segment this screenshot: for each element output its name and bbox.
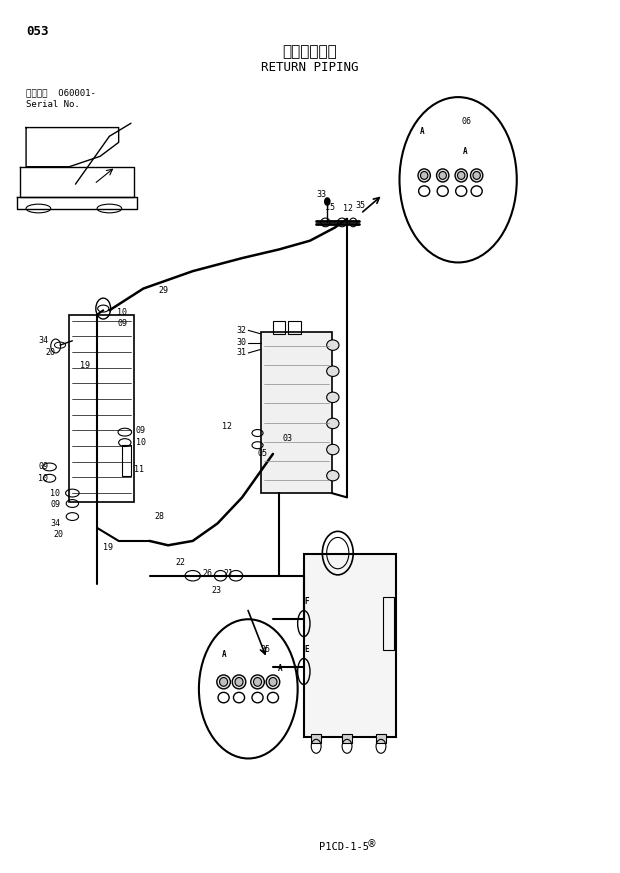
Text: 22: 22 [175, 558, 185, 567]
Text: 28: 28 [154, 512, 164, 521]
Text: リターン配管: リターン配管 [283, 45, 337, 59]
Ellipse shape [436, 168, 449, 182]
Bar [35, 135, 63, 160]
Ellipse shape [420, 171, 428, 179]
Text: Serial No.: Serial No. [26, 100, 80, 108]
Text: 10: 10 [136, 438, 146, 447]
Text: 03: 03 [282, 434, 292, 443]
Text: A: A [463, 148, 467, 156]
Text: 23: 23 [211, 586, 221, 595]
Circle shape [325, 198, 330, 205]
Ellipse shape [473, 171, 480, 179]
Text: 20: 20 [46, 347, 56, 356]
Bar [260, 332, 332, 493]
Bar [342, 734, 352, 743]
Ellipse shape [217, 675, 231, 689]
Text: F: F [304, 597, 309, 607]
Text: 33: 33 [316, 190, 326, 199]
Ellipse shape [455, 168, 467, 182]
Ellipse shape [327, 340, 339, 350]
Text: 21: 21 [224, 569, 234, 579]
Text: 09: 09 [38, 463, 48, 471]
Text: P1CD-1-5: P1CD-1-5 [319, 842, 370, 852]
Ellipse shape [219, 677, 228, 686]
Text: 06: 06 [461, 117, 471, 126]
Ellipse shape [235, 677, 243, 686]
Bar [122, 445, 131, 476]
Ellipse shape [266, 675, 280, 689]
Bar [304, 554, 396, 737]
Ellipse shape [269, 677, 277, 686]
Text: 10: 10 [38, 474, 48, 483]
Ellipse shape [327, 471, 339, 481]
Text: 09: 09 [136, 426, 146, 435]
Text: 適用号機  O60001-: 適用号機 O60001- [26, 88, 96, 97]
Text: RETURN PIPING: RETURN PIPING [261, 61, 359, 74]
Ellipse shape [458, 171, 465, 179]
Text: 29: 29 [159, 285, 169, 295]
Text: A: A [223, 650, 227, 658]
Text: 12: 12 [343, 204, 353, 213]
Text: 35: 35 [356, 202, 366, 210]
Ellipse shape [418, 168, 430, 182]
Text: 19: 19 [81, 361, 91, 369]
Text: 10: 10 [117, 307, 128, 317]
Text: 09: 09 [117, 319, 128, 328]
Ellipse shape [232, 675, 246, 689]
Text: 15: 15 [325, 203, 335, 212]
Text: ®: ® [367, 839, 376, 849]
Text: 20: 20 [53, 530, 63, 540]
Text: 31: 31 [236, 348, 246, 357]
Bar [376, 734, 386, 743]
Text: 30: 30 [236, 338, 246, 347]
Text: 26: 26 [202, 569, 212, 579]
Bar [273, 320, 285, 333]
Text: 10: 10 [50, 489, 60, 498]
Text: A: A [278, 664, 283, 673]
Ellipse shape [250, 675, 264, 689]
Text: 053: 053 [26, 25, 48, 38]
Bar [383, 597, 394, 650]
Text: A: A [420, 127, 425, 136]
Ellipse shape [471, 168, 483, 182]
Bar [69, 314, 134, 502]
Ellipse shape [254, 677, 262, 686]
Text: 11: 11 [134, 465, 144, 474]
Bar [288, 320, 301, 333]
Bar [66, 135, 88, 160]
Text: 34: 34 [50, 519, 60, 528]
Text: 12: 12 [223, 422, 232, 430]
Ellipse shape [327, 392, 339, 402]
Polygon shape [26, 127, 118, 167]
Text: E: E [304, 645, 309, 654]
Ellipse shape [327, 444, 339, 455]
Text: 19: 19 [104, 543, 113, 553]
Text: 34: 34 [38, 336, 48, 346]
Text: 32: 32 [236, 326, 246, 335]
Ellipse shape [439, 171, 446, 179]
Bar [311, 734, 321, 743]
Text: 05: 05 [257, 450, 268, 458]
Text: 25: 25 [260, 645, 270, 654]
Ellipse shape [327, 366, 339, 376]
Polygon shape [20, 167, 134, 197]
Ellipse shape [327, 418, 339, 429]
Text: 09: 09 [50, 500, 60, 509]
